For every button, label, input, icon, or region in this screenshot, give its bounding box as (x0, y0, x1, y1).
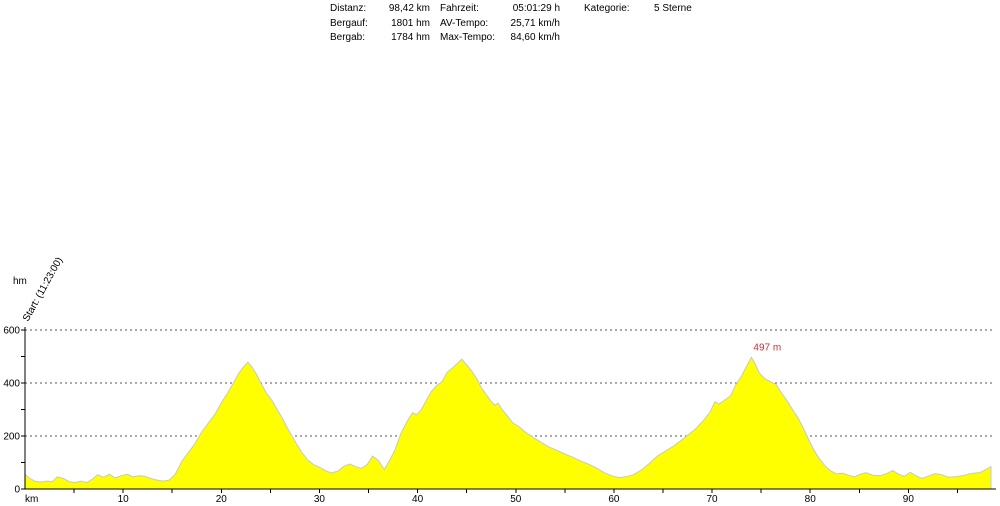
stat-value-max-tempo: 84,60 km/h (510, 32, 560, 43)
stat-row-distanz: Distanz: 98,42 km (330, 2, 430, 17)
x-tick-label-90: 90 (903, 494, 915, 505)
stat-row-bergab: Bergab: 1784 hm (330, 31, 430, 46)
stat-label-max-tempo: Max-Tempo: (440, 32, 496, 43)
peak-annotation: 497 m (753, 342, 781, 353)
stat-label-bergauf: Bergauf: (330, 17, 368, 29)
y-axis-unit-label: hm (13, 276, 27, 287)
y-tick-label-400: 400 (3, 379, 20, 390)
stat-row-fahrzeit: Fahrzeit: 05:01:29 h (440, 2, 560, 17)
stat-row-max-tempo: Max-Tempo: 84,60 km/h (440, 31, 560, 46)
stat-value-fahrzeit: 05:01:29 h (512, 3, 560, 14)
x-tick-label-20: 20 (216, 494, 228, 505)
stat-label-av-tempo: AV-Tempo: (440, 17, 489, 29)
x-tick-label-60: 60 (608, 494, 620, 505)
stat-value-bergab: 1784 hm (391, 32, 430, 43)
y-tick-label-200: 200 (3, 432, 20, 443)
stat-label-fahrzeit: Fahrzeit: (440, 3, 479, 14)
elevation-area (24, 356, 992, 490)
stat-label-bergab: Bergab: (330, 32, 366, 43)
x-axis-unit-label: km (25, 494, 38, 505)
stat-row-kategorie: Kategorie: 5 Sterne (584, 2, 714, 17)
stat-row-bergauf: Bergauf: 1801 hm (330, 17, 430, 32)
stat-value-kategorie: 5 Sterne (654, 3, 692, 14)
x-tick-label-40: 40 (412, 494, 424, 505)
stat-value-distanz: 98,42 km (388, 3, 430, 14)
stat-row-av-tempo: AV-Tempo: 25,71 km/h (440, 17, 560, 32)
y-tick-label-600: 600 (3, 326, 20, 337)
stat-value-bergauf: 1801 hm (391, 17, 430, 29)
x-tick-label-10: 10 (118, 494, 130, 505)
x-tick-label-70: 70 (706, 494, 718, 505)
x-tick-label-30: 30 (314, 494, 326, 505)
stat-label-distanz: Distanz: (330, 3, 367, 14)
stats-column-category: Kategorie: 5 Sterne (584, 2, 714, 17)
x-tick-label-50: 50 (510, 494, 522, 505)
x-tick-label-80: 80 (805, 494, 817, 505)
stats-column-time-speed: Fahrzeit: 05:01:29 h AV-Tempo: 25,71 km/… (440, 2, 560, 46)
stat-value-av-tempo: 25,71 km/h (510, 17, 560, 29)
stat-label-kategorie: Kategorie: (584, 3, 630, 14)
y-tick-label-0: 0 (14, 485, 20, 496)
start-time-label: Start: (11:23:00) (21, 256, 65, 324)
stats-column-distance: Distanz: 98,42 km Bergauf: 1801 hm Berga… (330, 2, 430, 46)
